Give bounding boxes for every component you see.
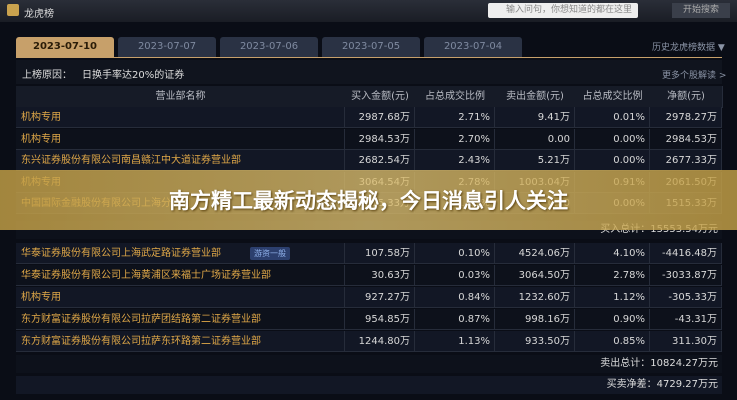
table-cell: 2682.54万: [345, 150, 415, 172]
table-cell: 1.12%: [575, 287, 650, 308]
table-cell: 0.87%: [415, 309, 495, 330]
column-header: 占总成交比例: [415, 86, 496, 108]
table-cell: 0.00%: [575, 150, 650, 172]
table-cell: 927.27万: [345, 287, 415, 308]
table-cell: 1244.80万: [345, 331, 415, 352]
reason-text: 日换手率达20%的证券: [82, 70, 185, 81]
banner: [0, 170, 737, 230]
table-cell: 机构专用: [16, 107, 345, 128]
table-cell: 2.43%: [415, 150, 495, 172]
table-cell: 机构专用: [16, 128, 345, 150]
table-cell: 0.00%: [575, 128, 650, 150]
table-cell: 0.84%: [415, 287, 495, 308]
logo: [7, 4, 19, 16]
reason-bar: [16, 60, 722, 84]
table-cell: 东方财富证券股份有限公司拉萨东环路第二证券营业部: [16, 331, 345, 352]
table-cell: -43.31万: [650, 309, 722, 330]
table-cell: 2987.68万: [345, 107, 415, 128]
title: 龙虎榜: [24, 9, 54, 20]
table-cell: -3033.87万: [650, 265, 722, 286]
date-tab[interactable]: 2023-07-04: [424, 37, 522, 57]
table-cell: 1232.60万: [495, 287, 575, 308]
table-cell: 5.21万: [495, 150, 575, 172]
table-cell: 2.71%: [415, 107, 495, 128]
table-cell: 30.63万: [345, 265, 415, 286]
date-tab[interactable]: 2023-07-05: [322, 37, 420, 57]
table-cell: -305.33万: [650, 287, 722, 308]
more-link[interactable]: 更多个股解读 >: [662, 71, 727, 81]
date-tab[interactable]: 2023-07-10: [16, 37, 114, 57]
date-tab[interactable]: 2023-07-07: [118, 37, 216, 57]
table-cell: 9.41万: [495, 107, 575, 128]
table-cell: 华泰证券股份有限公司上海武定路证券营业部: [16, 243, 345, 264]
search-box[interactable]: 输入问句，你想知道的都在这里: [488, 3, 638, 18]
reason-label: 上榜原因：: [22, 70, 72, 81]
tab-underline: [16, 57, 722, 58]
table-cell: 0.10%: [415, 243, 495, 264]
column-header: 卖出金额(元): [495, 86, 576, 108]
table-cell: 4.10%: [575, 243, 650, 264]
table-cell: 东兴证券股份有限公司南昌赣江中大道证券营业部: [16, 150, 345, 172]
table-cell: 0.00: [495, 128, 575, 150]
history-link[interactable]: 历史龙虎榜数据 ▼: [652, 43, 725, 53]
table-cell: -4416.48万: [650, 243, 722, 264]
tag: 游资一般: [250, 247, 290, 260]
table-cell: 3064.50万: [495, 265, 575, 286]
table-cell: 东方财富证券股份有限公司拉萨团结路第二证券营业部: [16, 309, 345, 330]
table-cell: 2.78%: [575, 265, 650, 286]
net-total: 买卖净差：4729.27万元: [16, 376, 722, 394]
table-cell: 华泰证券股份有限公司上海黄浦区来福士广场证券营业部: [16, 265, 345, 286]
column-header: 营业部名称: [16, 86, 346, 108]
table-cell: 2984.53万: [345, 128, 415, 150]
column-header: 净额(元): [650, 86, 723, 108]
table-cell: 0.03%: [415, 265, 495, 286]
table-cell: 1.13%: [415, 331, 495, 352]
table-cell: 107.58万: [345, 243, 415, 264]
table-cell: 954.85万: [345, 309, 415, 330]
column-header: 买入金额(元): [345, 86, 416, 108]
table-cell: 311.30万: [650, 331, 722, 352]
table-cell: 933.50万: [495, 331, 575, 352]
table-cell: 4524.06万: [495, 243, 575, 264]
table-cell: 998.16万: [495, 309, 575, 330]
table-cell: 0.90%: [575, 309, 650, 330]
banner-text: 南方精工最新动态揭秘，今日消息引人关注: [169, 189, 568, 213]
column-header: 占总成交比例: [575, 86, 651, 108]
table-cell: 2.70%: [415, 128, 495, 150]
date-tab[interactable]: 2023-07-06: [220, 37, 318, 57]
table-cell: 2677.33万: [650, 150, 722, 172]
table-cell: 0.01%: [575, 107, 650, 128]
sell-total: 卖出总计：10824.27万元: [16, 355, 722, 373]
table-cell: 2978.27万: [650, 107, 722, 128]
table-cell: 机构专用: [16, 287, 345, 308]
search-button[interactable]: 开始搜索: [672, 3, 730, 18]
table-cell: 0.85%: [575, 331, 650, 352]
table-cell: 2984.53万: [650, 128, 722, 150]
